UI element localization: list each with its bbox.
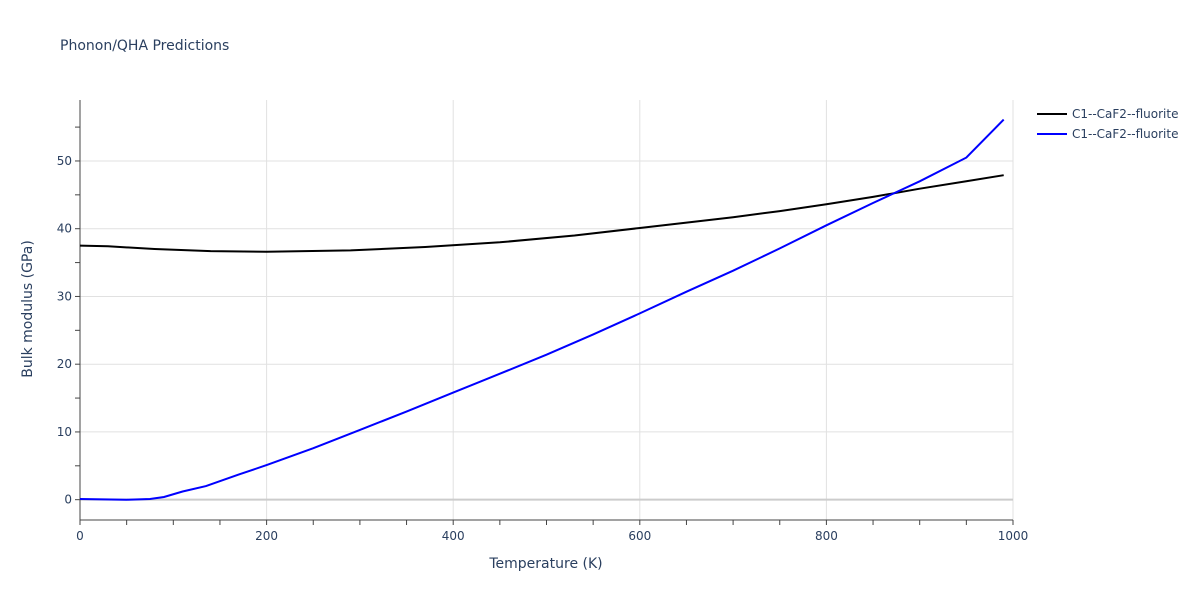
y-tick-label: 10 (57, 425, 72, 439)
y-tick-label: 20 (57, 357, 72, 371)
x-tick-label: 1000 (998, 529, 1029, 543)
axes: 0 200 400 600 800 1000 0 10 20 30 40 50 (57, 100, 1029, 543)
legend-label: C1--CaF2--fluorite (1072, 127, 1178, 141)
grid (80, 100, 1014, 520)
chart-title: Phonon/QHA Predictions (60, 38, 229, 54)
y-tick-label: 30 (57, 289, 72, 303)
x-tick-label: 200 (255, 529, 278, 543)
y-tick-label: 40 (57, 222, 72, 236)
x-axis-title: Temperature (K) (488, 556, 602, 572)
y-axis-title: Bulk modulus (GPa) (20, 240, 36, 378)
y-tick-label: 0 (64, 493, 72, 507)
x-tick-label: 600 (628, 529, 651, 543)
legend-label: C1--CaF2--fluorite (1072, 107, 1178, 121)
series-line-1 (79, 174, 1004, 253)
series-layer (79, 118, 1005, 501)
legend: C1--CaF2--fluorite C1--CaF2--fluorite (1037, 107, 1178, 141)
x-tick-label: 0 (76, 529, 84, 543)
x-tick-label: 400 (442, 529, 465, 543)
x-tick-label: 800 (815, 529, 838, 543)
series-line-2 (79, 118, 1005, 501)
y-tick-label: 50 (57, 154, 72, 168)
